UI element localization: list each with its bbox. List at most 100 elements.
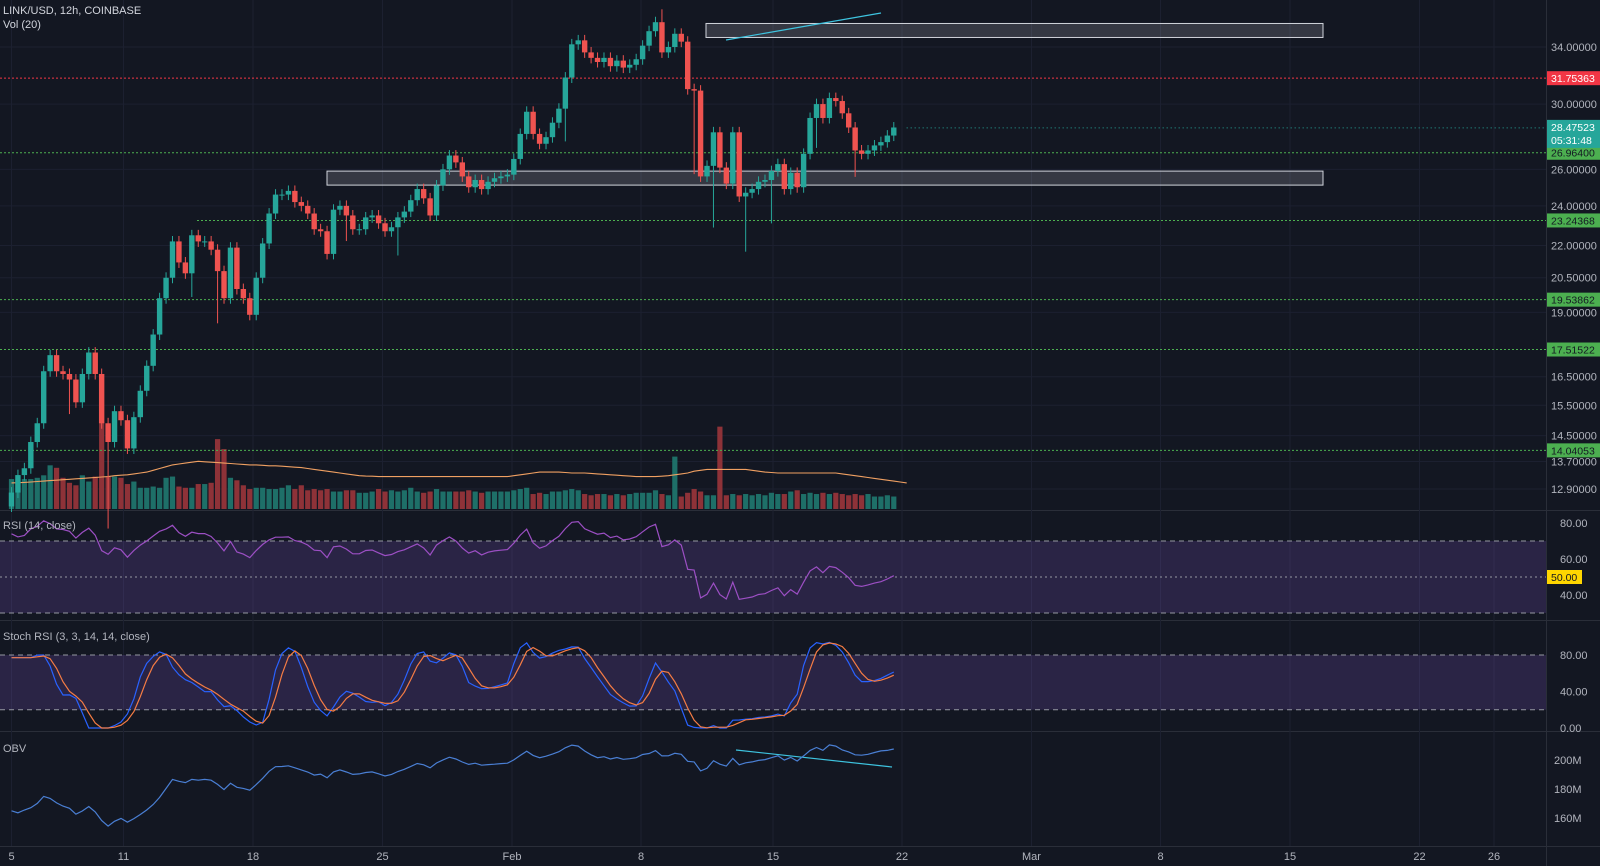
price-zone: [705, 22, 1324, 38]
candle-body: [581, 40, 588, 53]
level-tag-label: 19.53862: [1551, 295, 1595, 307]
candle-body: [665, 47, 672, 53]
candle: [614, 55, 620, 72]
candle: [620, 55, 626, 74]
candle-body: [446, 155, 453, 170]
candle: [865, 145, 871, 160]
volume-bar: [350, 490, 356, 509]
candle-body: [498, 176, 504, 179]
candle-body: [781, 164, 787, 190]
volume-bar: [388, 490, 395, 509]
level-tag: [1547, 342, 1600, 357]
candle-body: [433, 185, 440, 216]
candle: [665, 41, 672, 58]
candle-body: [878, 142, 884, 146]
candle: [202, 235, 208, 247]
candle: [569, 38, 575, 84]
candle: [311, 208, 317, 235]
candle-body: [453, 155, 459, 163]
volume-bar: [21, 479, 27, 509]
obv-y-tick: 180M: [1554, 784, 1582, 796]
candle-body: [118, 411, 124, 421]
volume-bar: [446, 491, 453, 509]
x-tick-label: 8: [638, 851, 644, 863]
level-tag: [1547, 145, 1600, 160]
volume-bar: [594, 494, 601, 509]
candle-body: [858, 150, 865, 154]
candle: [92, 347, 98, 380]
candle: [498, 170, 504, 184]
volume-bar: [620, 495, 626, 509]
volume-bar: [485, 491, 491, 509]
volume-bar: [833, 492, 839, 509]
candle-body: [86, 352, 92, 374]
volume-bar: [697, 491, 704, 509]
candle: [60, 365, 66, 380]
candle-body: [137, 390, 143, 418]
candle-body: [356, 229, 362, 231]
candle: [672, 28, 678, 53]
candle-body: [305, 205, 311, 214]
candle-body: [28, 442, 34, 469]
candle: [556, 103, 562, 129]
price-zone: [326, 170, 1324, 186]
stoch-y-tick: 0.00: [1560, 723, 1581, 735]
level-tag: [1547, 443, 1600, 458]
volume-bar: [575, 490, 581, 509]
obv-y-tick: 160M: [1554, 813, 1582, 825]
candle-body: [388, 227, 395, 232]
candle: [878, 136, 884, 151]
volume-bar: [607, 495, 614, 509]
level-tag-label: 17.51522: [1551, 345, 1595, 357]
candle: [131, 411, 137, 454]
volume-bar: [202, 484, 208, 509]
volume-bar: [691, 489, 697, 509]
candles[interactable]: [8, 9, 897, 529]
candle: [781, 158, 787, 195]
candle-body: [536, 133, 543, 144]
candle-body: [375, 215, 382, 224]
candle-body: [800, 153, 807, 188]
candle-body: [807, 117, 813, 154]
candle-body: [98, 373, 105, 424]
volume-bar: [524, 487, 530, 509]
volume-bar: [99, 421, 105, 509]
stoch-y-tick: 40.00: [1560, 687, 1588, 699]
level-tag: [1547, 71, 1600, 86]
candle-body: [472, 179, 478, 188]
volume-bar: [813, 494, 820, 509]
candle: [21, 462, 28, 481]
candle-body: [524, 111, 530, 134]
candle: [588, 46, 594, 64]
candle: [697, 85, 704, 182]
volume-ma-line: [11, 460, 907, 484]
candle-body: [601, 57, 607, 62]
candle-body: [253, 277, 259, 315]
candle: [807, 112, 813, 160]
candle-body: [697, 90, 704, 177]
candle: [627, 59, 633, 74]
volume-bar: [330, 491, 337, 509]
symbol-title[interactable]: LINK/USD, 12h, COINBASE: [3, 5, 141, 17]
candle-body: [762, 179, 768, 182]
candle-body: [105, 423, 111, 443]
candle: [871, 139, 878, 156]
volume-bar: [852, 494, 858, 509]
candle: [356, 223, 362, 235]
candle-body: [594, 57, 601, 62]
candle: [375, 210, 382, 229]
candle: [852, 122, 858, 177]
candle: [601, 52, 607, 68]
candle-body: [8, 492, 15, 507]
candle-body: [685, 41, 691, 90]
volume-bar: [511, 490, 517, 509]
volume-bar: [182, 487, 188, 509]
volume-bar: [363, 492, 369, 509]
candle: [749, 183, 755, 199]
candle: [330, 204, 337, 260]
candle: [446, 150, 453, 175]
obv-y-tick: 200M: [1554, 755, 1582, 767]
candle: [298, 196, 304, 212]
y-tick-label: 12.90000: [1551, 484, 1597, 496]
